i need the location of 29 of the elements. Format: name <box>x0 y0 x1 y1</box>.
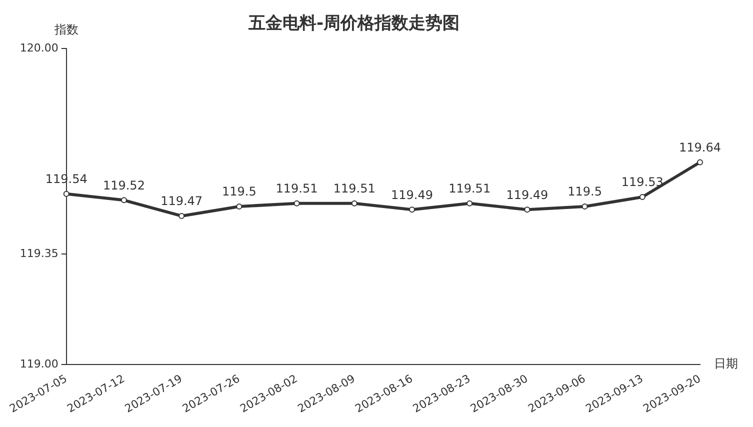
point <box>294 200 300 206</box>
point <box>408 206 415 213</box>
data-label: 119.51 <box>333 181 376 196</box>
point <box>178 212 185 219</box>
point <box>582 204 588 210</box>
data-label: 119.49 <box>390 188 433 202</box>
data-label: 119.52 <box>102 178 145 192</box>
point <box>639 194 646 200</box>
data-label: 119.5 <box>222 184 256 199</box>
chart-title: 五金电料-周价格指数走势图 <box>247 14 460 34</box>
point <box>524 206 530 213</box>
y-tick-label: 119.35 <box>20 246 58 260</box>
data-label: 119.51 <box>448 181 491 196</box>
data-label: 119.53 <box>621 175 664 190</box>
point <box>236 204 242 210</box>
data-label: 119.64 <box>679 140 721 154</box>
point <box>466 200 473 206</box>
x-axis-title: 日期 <box>714 356 738 371</box>
data-label: 119.5 <box>568 184 602 199</box>
point <box>351 200 358 206</box>
y-axis-title: 指数 <box>53 22 78 37</box>
point <box>63 190 70 197</box>
data-label: 119.49 <box>506 188 548 202</box>
y-tick-label: 119.00 <box>20 357 58 370</box>
data-label: 119.47 <box>160 194 203 208</box>
y-tick-label: 120.00 <box>20 41 58 54</box>
point <box>120 197 127 204</box>
data-label: 119.51 <box>276 181 318 196</box>
point <box>697 159 703 166</box>
